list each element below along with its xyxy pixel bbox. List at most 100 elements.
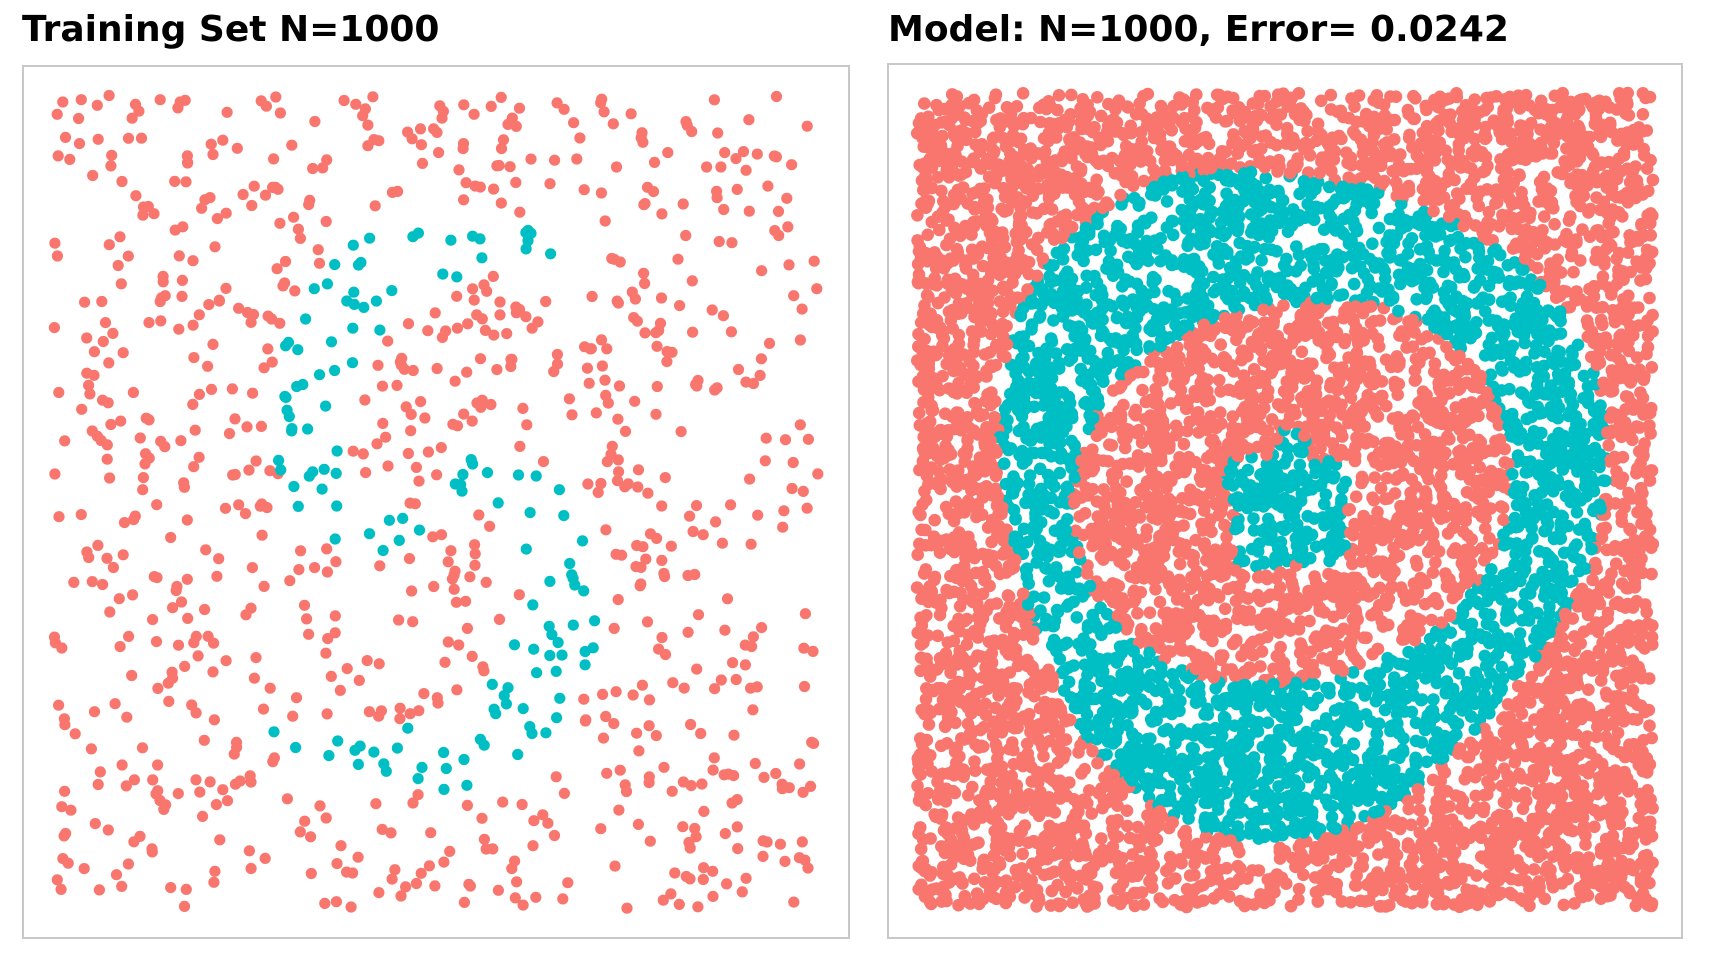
class-red-point [798,642,810,654]
class-red-point [495,197,507,209]
class-red-point [656,554,668,566]
class-red-point [375,705,387,717]
class-red-point [118,517,131,529]
class-red-point [914,821,927,834]
class-teal-point [363,528,376,540]
class-red-point [494,296,506,308]
class-red-point [451,420,464,432]
class-red-point [707,764,719,776]
class-red-point [130,190,142,202]
class-teal-point [1347,277,1361,291]
class-teal-point [1056,386,1070,399]
class-red-point [1016,847,1029,861]
class-red-point [469,548,481,560]
class-red-point [292,223,304,235]
class-red-point [1237,369,1250,382]
class-red-point [415,139,427,151]
class-teal-point [1165,214,1179,228]
class-teal-point [546,629,558,641]
class-teal-point [1335,493,1348,506]
class-red-point [710,516,722,528]
class-red-point [654,317,667,329]
class-teal-point [347,322,359,334]
class-red-point [770,767,782,780]
class-red-point [73,112,85,125]
class-red-point [659,570,671,583]
class-red-point [255,95,267,107]
class-red-point [180,883,192,896]
class-red-point [525,153,537,165]
class-red-point [739,659,752,671]
class-teal-point [1079,719,1093,733]
class-red-point [691,663,703,675]
class-red-point [89,818,101,830]
training-set-scatter [48,89,824,914]
class-teal-point [552,636,564,649]
class-teal-point [1525,521,1538,535]
class-red-point [152,682,164,695]
class-red-point [369,200,381,212]
class-teal-point [407,231,419,243]
class-red-point [1473,460,1486,474]
class-red-point [1601,858,1614,872]
class-red-point [73,138,86,150]
class-red-point [1086,744,1099,758]
class-red-point [220,655,232,667]
class-red-point [696,778,708,790]
class-red-point [952,898,965,912]
class-red-point [462,318,474,330]
class-teal-point [1414,693,1428,707]
class-red-point [751,681,763,693]
class-teal-point [318,463,330,475]
class-red-point [182,612,194,625]
class-red-point [695,727,707,740]
class-red-point [642,487,654,499]
class-red-point [94,766,106,778]
class-teal-point [1131,226,1144,239]
class-teal-point [512,469,525,481]
class-teal-point [455,478,467,491]
class-red-point [967,93,981,107]
class-teal-point [352,758,364,771]
class-red-point [217,784,229,796]
class-red-point [727,657,739,669]
class-teal-point [1370,727,1384,740]
class-red-point [248,672,260,684]
class-teal-point [292,500,304,512]
class-red-point [88,706,101,718]
class-red-point [76,403,88,415]
class-red-point [601,343,613,355]
class-red-point [632,481,644,493]
class-red-point [921,228,934,242]
class-red-point [109,698,121,710]
class-red-point [53,511,65,523]
class-red-point [1643,291,1656,305]
class-red-point [607,118,619,130]
class-red-point [330,896,342,908]
class-teal-point [349,744,361,756]
class-red-point [1513,169,1526,182]
class-red-point [558,787,571,800]
model-title: Model: N=1000, Error= 0.0242 [888,9,1509,50]
class-red-point [505,360,517,373]
class-red-point [284,575,296,587]
class-red-point [701,161,713,173]
class-red-point [793,852,806,864]
class-red-point [965,808,978,821]
class-red-point [135,132,148,144]
class-red-point [596,360,609,372]
class-red-point [478,833,490,845]
class-red-point [200,544,212,556]
class-red-point [176,274,188,286]
class-teal-point [1365,206,1378,220]
class-teal-point [520,243,532,255]
class-red-point [685,718,697,731]
class-red-point [643,777,655,789]
class-red-point [811,283,823,295]
class-red-point [931,629,944,643]
class-red-point [721,593,734,605]
class-teal-point [1510,537,1524,550]
class-red-point [659,472,671,484]
class-red-point [600,710,612,723]
class-red-point [187,398,199,410]
